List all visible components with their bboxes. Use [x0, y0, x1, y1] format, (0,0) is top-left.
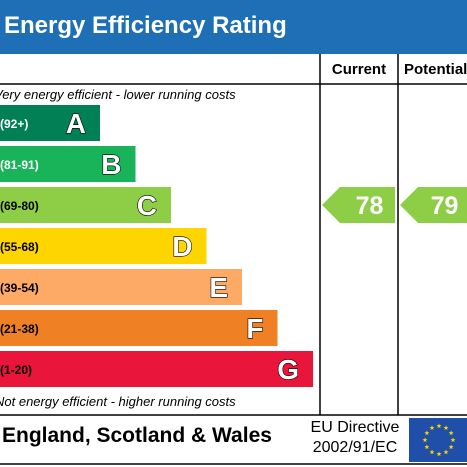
band-range-d: (55-68): [0, 240, 39, 254]
band-letter-d: D: [172, 231, 192, 262]
band-letter-g: G: [277, 354, 299, 385]
eu-star: [424, 444, 430, 450]
band-letter-b: B: [101, 149, 121, 180]
band-a: (92+) A: [0, 105, 100, 141]
band-c: (69-80) C: [0, 187, 171, 223]
eu-star: [429, 425, 435, 430]
band-bar-d: [0, 228, 207, 264]
epc-chart: Current Potential Very energy efficient …: [0, 54, 467, 465]
band-range-c: (69-80): [0, 199, 39, 213]
top-note: Very energy efficient - lower running co…: [0, 87, 236, 102]
band-range-b: (81-91): [0, 158, 39, 172]
eu-star: [436, 451, 442, 457]
potential-rating-arrow: [400, 187, 467, 223]
band-range-g: (1-20): [0, 363, 32, 377]
band-range-a: (92+): [0, 117, 28, 131]
band-bar-g: [0, 351, 313, 387]
chart-frame: [0, 54, 467, 465]
band-letter-c: C: [137, 190, 157, 221]
eu-star: [429, 449, 435, 455]
eu-star: [443, 449, 449, 455]
current-rating-value: 78: [356, 192, 384, 220]
eu-star: [422, 437, 428, 443]
eu-star: [424, 430, 430, 436]
current-rating-arrow: [322, 187, 395, 223]
bottom-note: Not energy efficient - higher running co…: [0, 394, 236, 409]
eu-star: [443, 425, 449, 430]
band-range-e: (39-54): [0, 281, 39, 295]
band-range-f: (21-38): [0, 322, 39, 336]
rating-bands: (92+) A (81-91) B (69-80) C (55-68) D (39-54) E (2…: [0, 105, 313, 387]
band-f: (21-38) F: [0, 310, 278, 346]
band-letter-a: A: [66, 108, 86, 139]
band-e: (39-54) E: [0, 269, 242, 305]
potential-column-header: Potential: [404, 61, 467, 78]
band-bar-c: [0, 187, 171, 223]
potential-rating-value: 79: [431, 192, 459, 220]
title-bar: Energy Efficiency Rating: [0, 0, 467, 54]
band-letter-e: E: [209, 272, 228, 303]
rating-arrows: 78 79: [322, 187, 467, 223]
band-g: (1-20) G: [0, 351, 313, 387]
region-label: England, Scotland & Wales: [2, 424, 272, 447]
band-d: (55-68) D: [0, 228, 207, 264]
eu-directive: EU Directive 2002/91/EC: [305, 418, 405, 458]
band-letter-f: F: [246, 313, 263, 344]
band-bar-b: [0, 146, 136, 182]
eu-star: [450, 437, 456, 443]
band-bar-a: [0, 105, 100, 141]
band-bar-e: [0, 269, 242, 305]
eu-directive-line2: 2002/91/EC: [312, 439, 398, 456]
eu-star: [448, 444, 454, 450]
chart-title: Energy Efficiency Rating: [4, 12, 287, 39]
eu-flag-icon: [409, 418, 467, 462]
eu-star: [436, 423, 442, 429]
current-column-header: Current: [332, 61, 386, 78]
eu-star: [448, 430, 454, 436]
eu-directive-line1: EU Directive: [310, 419, 400, 436]
band-b: (81-91) B: [0, 146, 136, 182]
band-bar-f: [0, 310, 278, 346]
